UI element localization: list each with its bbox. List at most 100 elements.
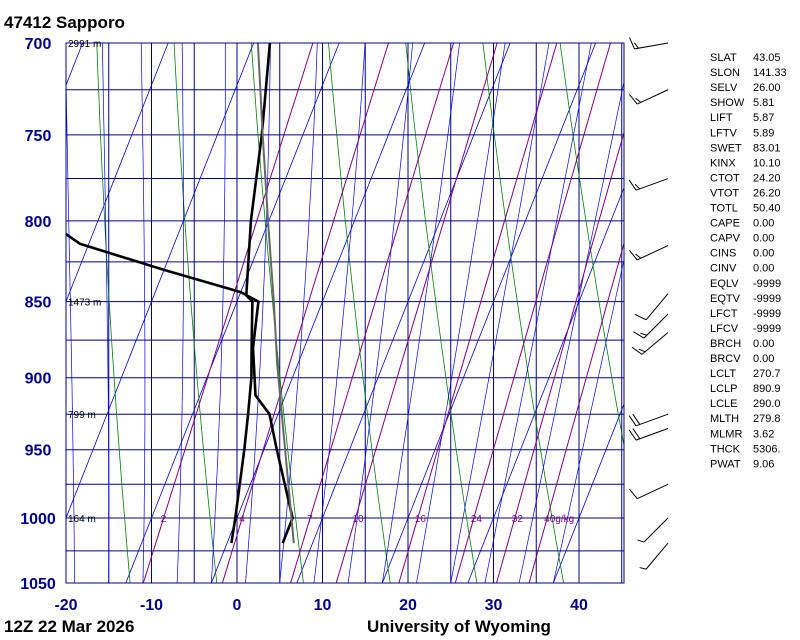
index-value: 5.89 bbox=[753, 127, 774, 139]
dry-adiabat-line bbox=[328, 43, 391, 583]
mixing-ratio-label: 24 bbox=[471, 514, 483, 525]
moist-adiabat-line bbox=[279, 43, 318, 583]
wind-barb-staff bbox=[635, 413, 669, 427]
index-name: LFCT bbox=[710, 308, 738, 320]
mixing-ratio-label: 10 bbox=[352, 514, 364, 525]
pressure-tick-label: 900 bbox=[25, 371, 52, 388]
index-value: 0.00 bbox=[753, 263, 774, 275]
index-name: MLMR bbox=[710, 428, 742, 440]
wind-barb-feather bbox=[631, 346, 643, 355]
index-name: LCLP bbox=[710, 383, 738, 395]
index-value: 0.00 bbox=[753, 353, 774, 365]
index-name: MLTH bbox=[710, 413, 739, 425]
temperature-tick-label: -10 bbox=[140, 597, 163, 614]
sounding-profiles bbox=[66, 43, 295, 544]
wind-barb-feather bbox=[634, 42, 639, 49]
temperature-tick-label: 30 bbox=[485, 597, 503, 614]
dewpoint-profile-line bbox=[66, 232, 294, 544]
mixing-ratio-label: 40g/kg bbox=[544, 514, 574, 525]
index-value: 9.06 bbox=[753, 458, 774, 470]
temperature-tick-label: 0 bbox=[233, 597, 242, 614]
index-value: 26.00 bbox=[753, 82, 781, 94]
plot-frame bbox=[65, 42, 625, 584]
moist-adiabat-line bbox=[30, 43, 40, 583]
isotherm-line bbox=[296, 43, 511, 583]
pressure-tick-label: 950 bbox=[25, 443, 52, 460]
index-value: 270.7 bbox=[753, 368, 781, 380]
moist-adiabat-line bbox=[552, 258, 624, 583]
wind-barb-staff bbox=[645, 293, 669, 321]
wind-barb bbox=[639, 542, 669, 570]
wind-barb-staff bbox=[634, 42, 669, 50]
wind-barb bbox=[633, 313, 669, 339]
wind-barb-feather bbox=[635, 253, 642, 259]
index-name: SLAT bbox=[710, 52, 737, 64]
temperature-tick-label: 10 bbox=[314, 597, 332, 614]
moist-adiabat-line bbox=[381, 43, 460, 583]
index-value: 10.10 bbox=[753, 157, 781, 169]
wind-barb bbox=[628, 428, 669, 441]
index-name: LFCV bbox=[710, 323, 739, 335]
index-name: LCLE bbox=[710, 398, 738, 410]
pressure-tick-label: 700 bbox=[25, 36, 52, 53]
index-name: LIFT bbox=[710, 112, 733, 124]
wind-barb bbox=[628, 413, 669, 427]
temperature-tick-label: -20 bbox=[54, 597, 77, 614]
dry-adiabat-line bbox=[792, 43, 800, 583]
height-label: 799 m bbox=[68, 410, 96, 421]
wind-barb-feather bbox=[634, 183, 641, 190]
wind-barb-feather bbox=[639, 567, 647, 570]
wind-barb bbox=[629, 37, 669, 50]
temperature-tick-label: 20 bbox=[399, 597, 417, 614]
wind-barb bbox=[628, 178, 669, 191]
temperature-tick-label: 40 bbox=[570, 597, 588, 614]
index-name: BRCH bbox=[710, 338, 741, 350]
mixing-ratio-label: 2 bbox=[161, 514, 167, 525]
index-name: LFTV bbox=[710, 127, 738, 139]
moist-adiabat-line bbox=[102, 43, 110, 583]
index-value: -9999 bbox=[753, 308, 781, 320]
index-value: 141.33 bbox=[753, 67, 787, 79]
index-value: 0.00 bbox=[753, 338, 774, 350]
index-value: 279.8 bbox=[753, 413, 781, 425]
index-name: EQLV bbox=[710, 278, 739, 290]
height-label: 164 m bbox=[68, 514, 96, 525]
isotherm-line bbox=[552, 403, 624, 583]
moist-adiabat-line bbox=[140, 43, 146, 583]
index-name: SWET bbox=[710, 142, 742, 154]
dry-adiabat-line bbox=[250, 43, 304, 583]
wind-barb-feather bbox=[628, 179, 637, 191]
wind-barb-staff bbox=[643, 517, 669, 543]
moist-adiabat-line bbox=[313, 43, 366, 583]
index-name: CTOT bbox=[710, 172, 740, 184]
mixing-ratio-line bbox=[528, 241, 624, 583]
mixing-ratio-line bbox=[335, 43, 498, 583]
isotherm-line bbox=[66, 43, 255, 520]
index-name: PWAT bbox=[710, 458, 741, 470]
footer-time: 12Z 22 Mar 2026 bbox=[4, 617, 134, 636]
adiabat-lines bbox=[30, 43, 800, 583]
index-value: 0.00 bbox=[753, 233, 774, 245]
moist-adiabat-line bbox=[210, 43, 226, 583]
mixing-ratio-line bbox=[496, 130, 624, 583]
index-value: 5306. bbox=[753, 443, 781, 455]
wind-barb-feather bbox=[628, 415, 637, 427]
mixing-ratio-label: 16 bbox=[415, 514, 427, 525]
wind-barb bbox=[631, 332, 669, 355]
wind-barb-feather bbox=[629, 250, 638, 261]
wind-barb-feather bbox=[629, 488, 638, 499]
mixing-ratio-line bbox=[221, 43, 389, 583]
wind-barb bbox=[634, 293, 669, 321]
wind-barb-staff bbox=[641, 332, 669, 355]
index-value: 83.01 bbox=[753, 142, 781, 154]
index-value: 3.62 bbox=[753, 428, 774, 440]
moist-adiabat-line bbox=[176, 43, 184, 583]
wind-barb-column bbox=[628, 37, 669, 570]
index-name: SELV bbox=[710, 82, 738, 94]
dry-adiabat-line bbox=[173, 43, 218, 583]
index-name: CINV bbox=[710, 263, 737, 275]
wind-barb bbox=[637, 517, 669, 543]
dry-adiabat-line bbox=[559, 43, 624, 448]
